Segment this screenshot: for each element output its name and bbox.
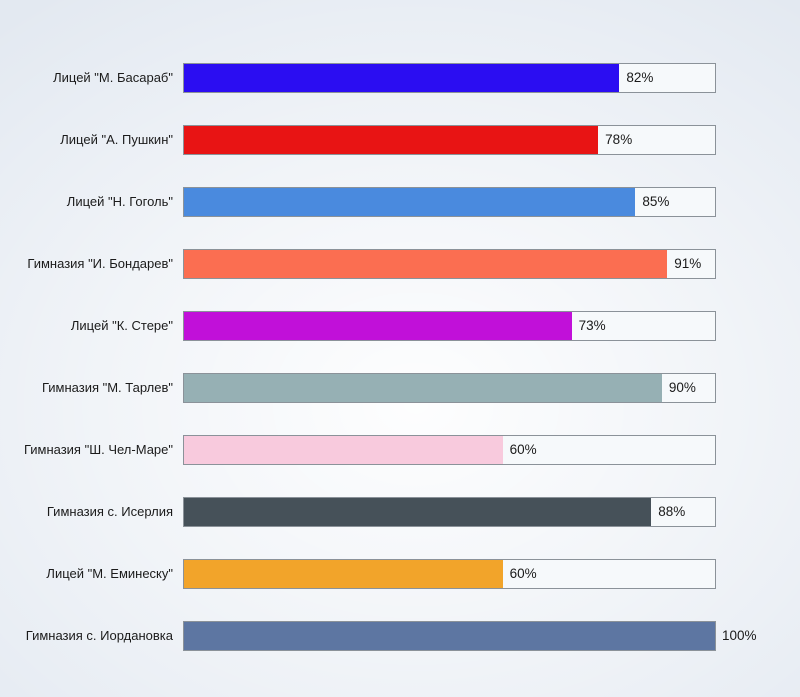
bar-fill [184,622,715,650]
bar-fill [184,64,620,92]
bar-track: 78% [183,125,716,155]
bar-fill [184,560,503,588]
bar-row: Гимназия "И. Бондарев" 91% [0,249,800,279]
bar-row: Лицей "А. Пушкин" 78% [0,125,800,155]
category-label: Гимназия "И. Бондарев" [27,256,173,271]
value-label: 100% [722,628,757,644]
bar-chart: Лицей "М. Басараб" 82% Лицей "А. Пушкин"… [0,63,800,651]
bar-row: Гимназия "М. Тарлев" 90% [0,373,800,403]
bar-track: 60% [183,559,716,589]
bar-row: Лицей "М. Басараб" 82% [0,63,800,93]
bar-row: Гимназия "Ш. Чел-Маре" 60% [0,435,800,465]
bar-row: Гимназия с. Иордановка 100% [0,621,800,651]
category-label: Лицей "К. Стере" [70,318,173,333]
value-label: 73% [578,318,606,334]
bar-track: 82% [183,63,716,93]
value-label: 78% [605,132,633,148]
bar-fill [184,374,662,402]
category-label: Гимназия с. Исерлия [46,504,173,519]
bar-row: Лицей "М. Еминеску" 60% [0,559,800,589]
bar-track: 85% [183,187,716,217]
bar-fill [184,498,652,526]
bar-track: 73% [183,311,716,341]
category-label: Гимназия с. Иордановка [25,628,173,643]
value-label: 60% [509,442,537,458]
value-label: 90% [668,380,696,396]
value-label: 82% [626,70,654,86]
bar-track: 88% [183,497,716,527]
bar-row: Гимназия с. Исерлия 88% [0,497,800,527]
bar-fill [184,312,572,340]
bar-row: Лицей "К. Стере" 73% [0,311,800,341]
category-label: Лицей "А. Пушкин" [60,132,173,147]
category-label: Лицей "Н. Гоголь" [66,194,173,209]
bar-track: 100% [183,621,757,651]
category-label: Лицей "М. Басараб" [53,70,173,85]
value-label: 91% [674,256,702,272]
value-label: 60% [509,566,537,582]
bar-row: Лицей "Н. Гоголь" 85% [0,187,800,217]
bar-track: 91% [183,249,716,279]
bar-fill [184,126,599,154]
value-label: 85% [642,194,670,210]
category-label: Лицей "М. Еминеску" [46,566,173,581]
category-label: Гимназия "М. Тарлев" [41,380,173,395]
bar-track: 60% [183,435,716,465]
value-label: 88% [658,504,686,520]
bar-fill [184,250,668,278]
bar-fill [184,436,503,464]
category-label: Гимназия "Ш. Чел-Маре" [23,442,173,457]
bar-fill [184,188,636,216]
bar-track: 90% [183,373,716,403]
